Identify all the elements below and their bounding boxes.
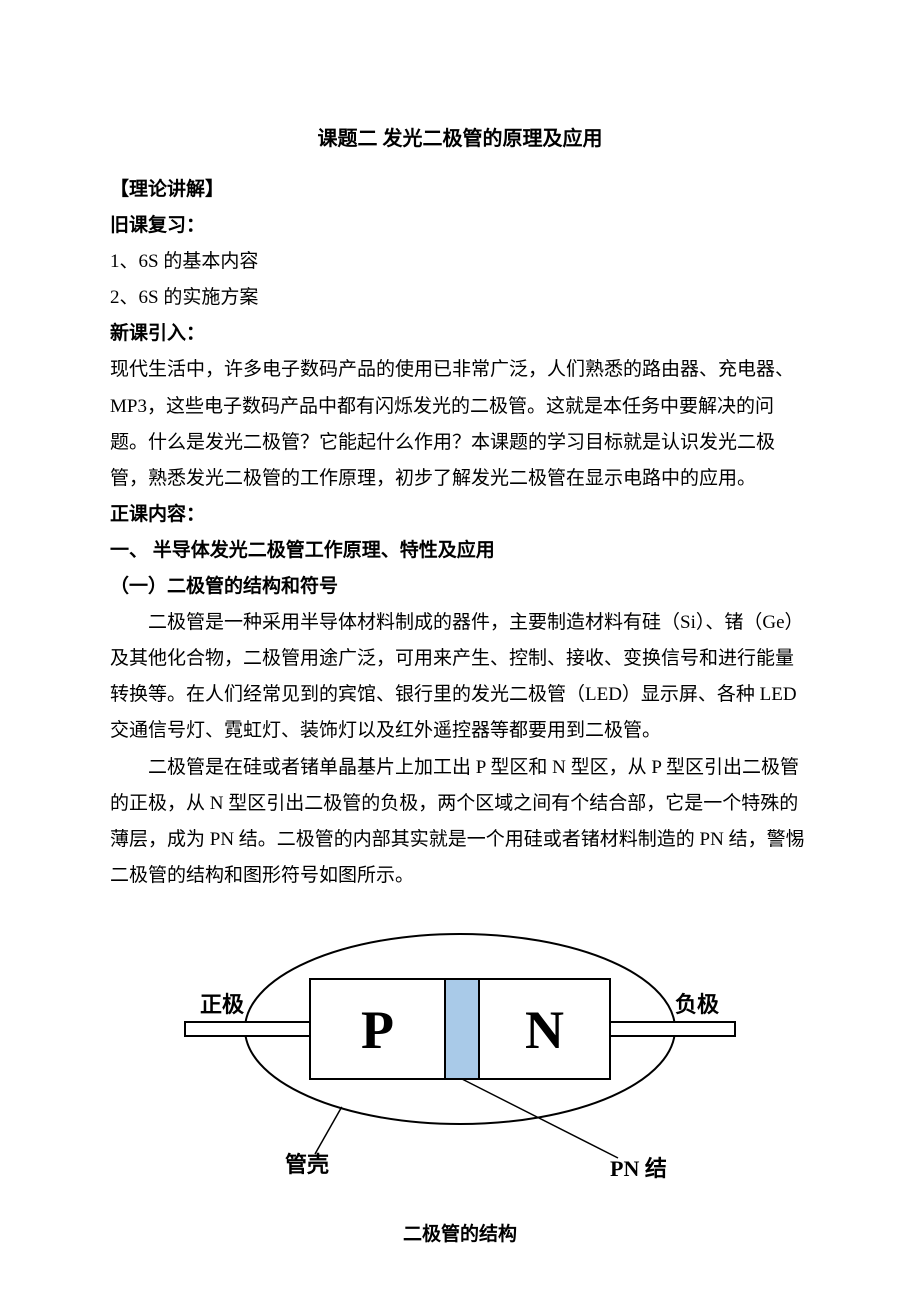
review-item-1: 1、6S 的基本内容 bbox=[110, 244, 810, 280]
section-intro: 新课引入： bbox=[110, 316, 810, 352]
doc-title: 课题二 发光二极管的原理及应用 bbox=[110, 120, 810, 158]
intro-paragraph: 现代生活中，许多电子数码产品的使用已非常广泛，人们熟悉的路由器、充电器、MP3，… bbox=[110, 352, 810, 496]
heading-2: （一）二极管的结构和符号 bbox=[110, 569, 810, 605]
document-page: 课题二 发光二极管的原理及应用 【理论讲解】 旧课复习： 1、6S 的基本内容 … bbox=[0, 0, 920, 1313]
svg-text:正极: 正极 bbox=[200, 992, 245, 1017]
svg-text:负极: 负极 bbox=[675, 992, 720, 1017]
diode-svg: P N 正极 负极管壳 PN 结 bbox=[110, 924, 810, 1184]
section-theory: 【理论讲解】 bbox=[110, 172, 810, 208]
review-item-2: 2、6S 的实施方案 bbox=[110, 280, 810, 316]
svg-text:P: P bbox=[361, 1000, 394, 1060]
body-paragraph-1: 二极管是一种采用半导体材料制成的器件，主要制造材料有硅（Si）、锗（Ge）及其他… bbox=[110, 605, 810, 749]
svg-text:PN 结: PN 结 bbox=[610, 1156, 667, 1181]
svg-text:N: N bbox=[525, 1000, 564, 1060]
section-review: 旧课复习： bbox=[110, 208, 810, 244]
body-paragraph-2: 二极管是在硅或者锗单晶基片上加工出 P 型区和 N 型区，从 P 型区引出二极管… bbox=[110, 750, 810, 894]
section-main: 正课内容： bbox=[110, 497, 810, 533]
heading-1: 一、 半导体发光二极管工作原理、特性及应用 bbox=[110, 533, 810, 569]
diode-structure-diagram: P N 正极 负极管壳 PN 结 二极管的结构 bbox=[110, 924, 810, 1253]
svg-text:管壳: 管壳 bbox=[285, 1152, 329, 1177]
diagram-caption: 二极管的结构 bbox=[110, 1217, 810, 1253]
